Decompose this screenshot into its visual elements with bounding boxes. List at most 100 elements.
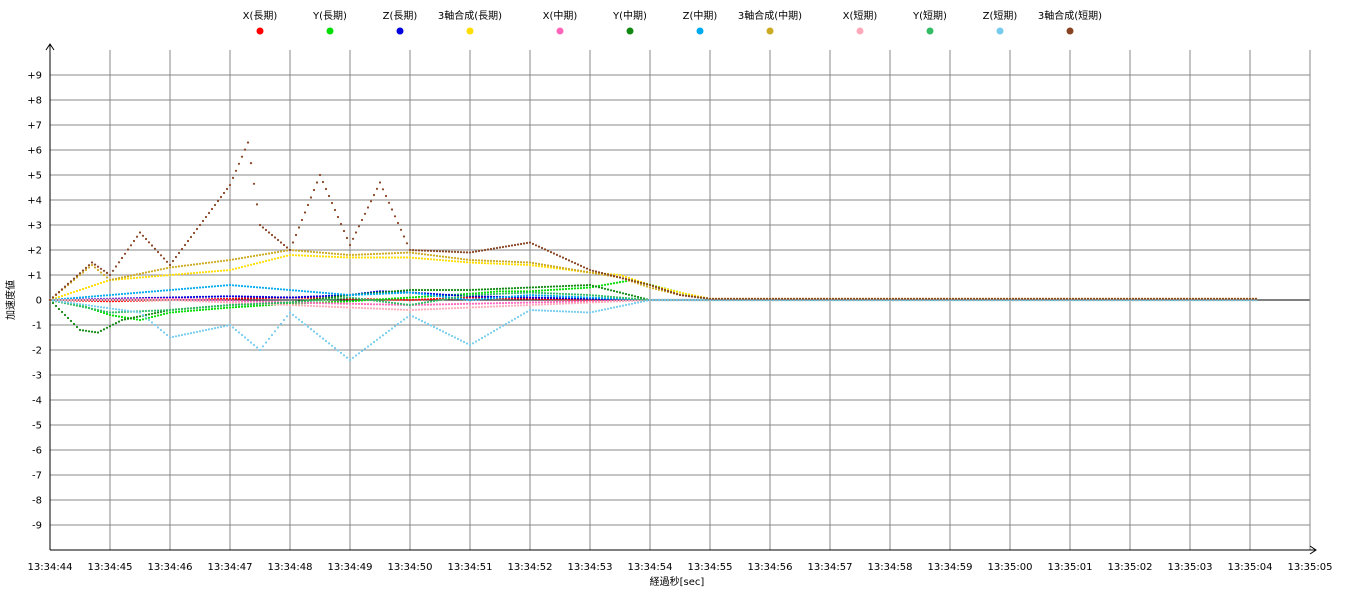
data-point <box>474 288 478 291</box>
data-point <box>72 298 76 302</box>
data-point <box>627 276 631 280</box>
data-point <box>456 288 460 292</box>
data-point <box>552 300 556 304</box>
data-point <box>912 297 916 300</box>
data-point <box>471 261 475 264</box>
data-point <box>240 297 244 300</box>
data-point <box>210 270 214 273</box>
data-point <box>441 330 445 333</box>
data-point <box>522 261 526 264</box>
data-point <box>1203 297 1207 300</box>
data-point <box>384 297 388 301</box>
data-point <box>222 325 226 328</box>
data-point <box>465 261 469 264</box>
data-point <box>399 251 403 254</box>
data-point <box>84 306 88 309</box>
data-point <box>438 298 442 302</box>
data-point <box>327 252 331 255</box>
data-point <box>180 310 184 313</box>
data-point <box>216 199 220 203</box>
data-point <box>285 249 289 252</box>
data-point <box>78 305 82 308</box>
data-point <box>159 274 163 277</box>
data-point <box>141 298 145 302</box>
data-point <box>501 324 505 327</box>
data-point <box>777 297 781 300</box>
data-point <box>591 296 595 299</box>
data-point <box>105 294 109 297</box>
data-point <box>123 298 127 302</box>
data-point <box>1086 297 1090 300</box>
data-point <box>615 290 619 293</box>
data-point <box>183 333 187 336</box>
data-point <box>585 267 589 270</box>
data-point <box>549 296 553 299</box>
data-point <box>474 340 478 343</box>
data-point <box>162 312 166 316</box>
data-point <box>348 358 352 362</box>
data-point <box>951 297 955 300</box>
data-point <box>156 311 160 314</box>
data-point <box>573 310 577 313</box>
legend-marker <box>926 27 934 35</box>
data-point <box>105 276 109 279</box>
data-point <box>144 237 148 241</box>
data-point <box>231 176 235 179</box>
data-point <box>201 295 205 298</box>
data-point <box>942 297 946 300</box>
data-point <box>1104 297 1108 300</box>
data-point <box>186 239 190 243</box>
data-point <box>453 336 457 339</box>
data-point <box>288 253 292 257</box>
data-point <box>114 311 118 314</box>
data-point <box>480 305 484 309</box>
data-point <box>297 289 301 292</box>
data-point <box>423 298 427 301</box>
data-point <box>693 295 697 298</box>
data-point <box>486 291 490 294</box>
data-point <box>60 300 64 303</box>
data-point <box>591 284 595 287</box>
data-point <box>456 250 460 254</box>
data-point <box>261 300 265 303</box>
data-point <box>249 255 253 258</box>
data-point <box>414 256 418 260</box>
data-point <box>573 302 577 305</box>
y-tick-label: +5 <box>27 171 42 182</box>
data-point <box>168 311 172 314</box>
data-point <box>522 301 526 304</box>
data-point <box>432 303 436 306</box>
data-point <box>327 342 331 345</box>
data-point <box>438 258 442 262</box>
data-point <box>384 292 388 295</box>
data-point <box>441 303 445 306</box>
data-point <box>324 251 328 255</box>
data-point <box>987 297 991 300</box>
x-axis-ticks: 13:34:44 13:34:45 13:34:46 13:34:47 13:34:48… <box>28 562 1333 573</box>
data-point <box>546 266 550 269</box>
data-point <box>1134 297 1138 300</box>
data-point <box>399 298 403 301</box>
data-point <box>420 298 424 301</box>
data-point <box>633 280 637 283</box>
data-point <box>606 307 610 310</box>
data-point <box>387 329 391 332</box>
data-point <box>396 308 400 311</box>
data-point <box>558 292 562 295</box>
data-point <box>525 294 529 297</box>
data-point <box>108 325 112 328</box>
data-point <box>420 303 424 306</box>
data-point <box>531 242 535 245</box>
data-point <box>339 302 343 305</box>
data-point <box>516 290 520 293</box>
data-point <box>462 288 466 292</box>
data-point <box>327 298 331 301</box>
data-point <box>645 299 649 302</box>
data-point <box>552 294 556 298</box>
data-point <box>258 253 262 257</box>
data-point <box>279 241 283 244</box>
data-point <box>159 268 163 271</box>
data-point <box>546 294 550 297</box>
data-point <box>387 301 391 304</box>
data-point <box>1089 297 1093 300</box>
